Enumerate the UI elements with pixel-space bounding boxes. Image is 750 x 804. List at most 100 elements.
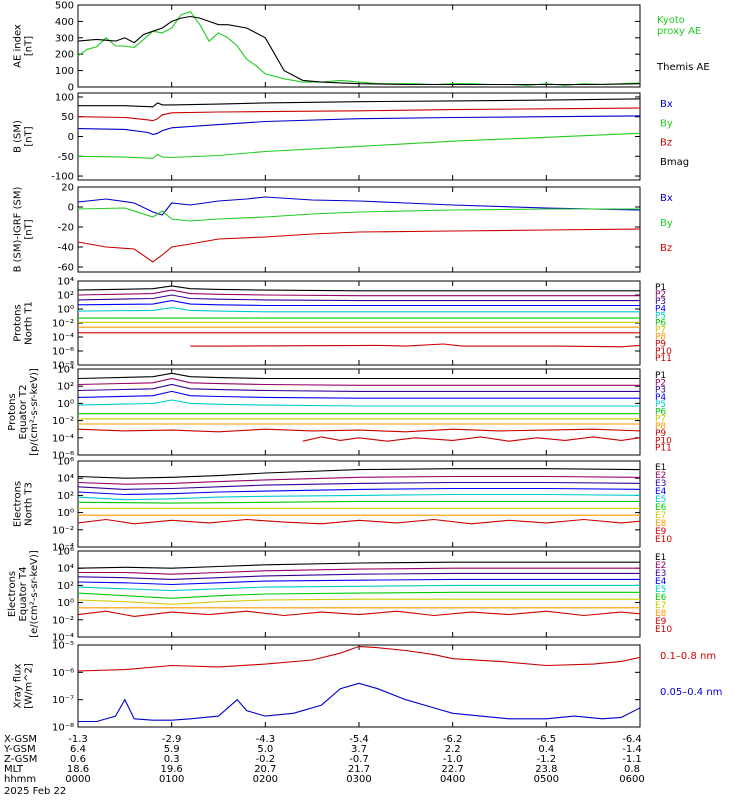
- legend-label: P2: [655, 290, 666, 300]
- y-tick-label: 50: [61, 112, 74, 123]
- legend-label: By: [660, 118, 673, 129]
- legend-label: By: [660, 218, 673, 229]
- y-tick-label: 10⁻²: [52, 319, 74, 330]
- series-line-E3: [77, 572, 640, 580]
- y-tick-label: 10²: [57, 491, 74, 502]
- x-axis-value: 0.3: [164, 754, 180, 765]
- x-axis-value: 0000: [65, 774, 90, 785]
- series-line-E4: [77, 487, 641, 496]
- x-axis-value: 19.6: [161, 764, 183, 775]
- legend-label: P7: [655, 326, 666, 336]
- y-tick-label: 10⁻⁸: [52, 361, 74, 372]
- legend-label: E7: [655, 601, 666, 611]
- legend-label: P9: [655, 429, 666, 439]
- series-line-P2: [77, 289, 640, 297]
- panel-frame: [77, 368, 641, 456]
- legend-label: proxy AE: [657, 26, 701, 37]
- legend-label: Kyoto: [657, 15, 685, 26]
- y-tick-label: 100: [55, 92, 74, 103]
- x-axis-value: -1.2: [537, 754, 557, 765]
- legend-label: 0.1–0.8 nm: [660, 651, 716, 662]
- x-axis-value: -1.1: [622, 754, 642, 765]
- series-line-E4: [77, 578, 640, 586]
- y-axis-label: Xray flux: [13, 664, 24, 709]
- y-tick-label: 0: [68, 203, 74, 214]
- panel-frame: [77, 644, 641, 728]
- legend-label: P3: [655, 386, 666, 396]
- y-tick-label: 10⁰: [57, 305, 74, 316]
- x-axis-value: 3.7: [351, 744, 367, 755]
- legend-label: P6: [655, 318, 666, 328]
- series-line-P4: [77, 390, 640, 399]
- x-axis-value: 0.4: [538, 744, 554, 755]
- series-line-P1: [77, 285, 640, 292]
- legend-label: P4: [655, 304, 666, 314]
- y-tick-label: 10⁰: [57, 399, 74, 410]
- legend-label: P1: [655, 371, 666, 381]
- y-tick-label: 400: [55, 17, 74, 28]
- x-axis-value: -0.7: [349, 754, 369, 765]
- series-line-P5: [77, 307, 640, 313]
- x-axis-value: -1.0: [443, 754, 463, 765]
- legend-label: Themis AE: [656, 62, 710, 73]
- series-line-E5: [77, 493, 641, 501]
- series-line-E6: [77, 500, 640, 504]
- legend-label: E7: [655, 511, 666, 521]
- y-tick-label: 10⁻⁴: [52, 433, 74, 444]
- y-tick-label: -100: [51, 172, 74, 183]
- y-axis-label: B (SM)-IGRF (SM): [13, 187, 24, 273]
- x-axis-value: -0.2: [256, 754, 276, 765]
- legend-label: P4: [655, 393, 666, 403]
- y-tick-label: -60: [58, 263, 74, 274]
- series-line-Themis-AE: [77, 15, 641, 86]
- y-axis-label: North T3: [24, 482, 35, 526]
- series-line-E1: [77, 468, 641, 479]
- legend-label: P2: [655, 378, 666, 388]
- series-line-E9: [77, 518, 641, 525]
- y-tick-label: 200: [55, 50, 74, 61]
- series-line-0-05-0-4-nm: [78, 682, 641, 723]
- series-line-E6: [77, 591, 640, 599]
- y-axis-label: [nT]: [24, 126, 35, 146]
- series-line-P2: [77, 377, 640, 386]
- x-axis-value: 0300: [346, 774, 371, 785]
- x-axis-value: -4.3: [256, 734, 276, 745]
- legend-label: E3: [655, 569, 666, 579]
- x-axis-value: 20.7: [254, 764, 276, 775]
- legend-label: P11: [655, 354, 672, 364]
- x-axis-value: 18.6: [67, 764, 89, 775]
- legend-label: P8: [655, 333, 666, 343]
- y-tick-label: 10²: [57, 581, 74, 592]
- legend-label: P5: [655, 311, 666, 321]
- panel-peq: 10⁻⁶ 10⁻⁴ 10⁻² 10⁰ 10² 10⁴ Protons Equator T2 [p…: [7, 365, 672, 462]
- y-tick-label: 10⁻⁴: [52, 633, 74, 644]
- y-tick-label: -50: [58, 152, 74, 163]
- panel-pn: 10⁻⁸ 10⁻⁶ 10⁻⁴ 10⁻² 10⁰ 10² 10⁴ Protons North T1…: [13, 277, 673, 372]
- x-axis-row-label: hhmm: [4, 774, 36, 785]
- x-axis-row-label: Y-GSM: [3, 744, 36, 755]
- y-axis-label: Equator T2: [18, 385, 29, 440]
- legend-label: 0.05–0.4 nm: [660, 687, 722, 698]
- x-axis-value: -6.5: [537, 734, 557, 745]
- panel-eeq: 10⁻⁴ 10⁻² 10⁰ 10² 10⁴ 10⁶ Electrons Equator T4[…: [7, 547, 672, 644]
- y-tick-label: 10⁴: [57, 365, 74, 376]
- x-axis-value: 0600: [619, 774, 644, 785]
- legend-label: E4: [655, 577, 667, 587]
- x-axis-value: 5.9: [164, 744, 180, 755]
- series-line-Bz: [77, 107, 641, 122]
- y-axis-label: [p/(cm²-s-sr-keV)]: [29, 368, 40, 456]
- x-axis-value: 6.4: [70, 744, 86, 755]
- x-axis-value: -1.4: [622, 744, 642, 755]
- legend-label: E5: [655, 585, 666, 595]
- x-axis-value: 0500: [534, 774, 559, 785]
- series-line-P10: [190, 343, 641, 348]
- y-axis-label: [nT]: [24, 219, 35, 239]
- x-axis-value: -6.2: [443, 734, 463, 745]
- legend-label: E4: [655, 487, 667, 497]
- panel-frame: [77, 460, 641, 548]
- y-tick-label: 0: [68, 132, 74, 143]
- legend-label: P10: [655, 436, 672, 446]
- x-axis-value: -1.3: [68, 734, 88, 745]
